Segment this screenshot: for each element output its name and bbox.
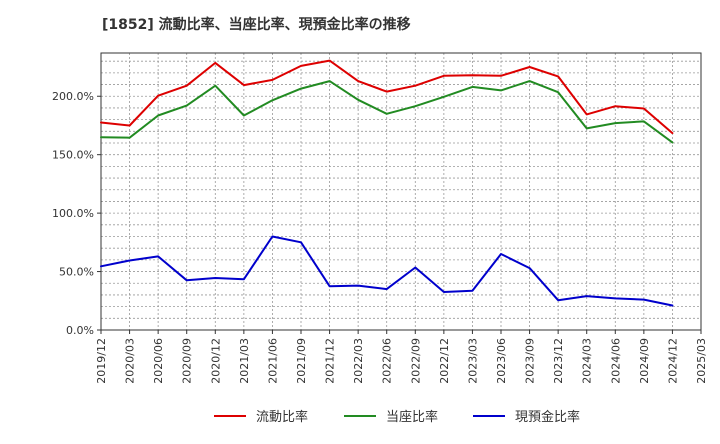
x-tick-label: 2020/09 — [181, 338, 194, 384]
x-tick-label: 2024/12 — [666, 338, 679, 384]
x-tick-label: 2023/06 — [495, 338, 508, 384]
y-tick-label: 50.0% — [59, 266, 94, 279]
x-tick-label: 2021/09 — [295, 338, 308, 384]
x-tick-label: 2020/12 — [209, 338, 222, 384]
y-tick-label: 100.0% — [52, 207, 94, 220]
x-tick-label: 2020/06 — [152, 338, 165, 384]
plot-frame — [100, 52, 702, 331]
y-tick-label: 150.0% — [52, 149, 94, 162]
y-tick-label: 200.0% — [52, 90, 94, 103]
series-line-1 — [100, 59, 674, 135]
chart-title: [1852] 流動比率、当座比率、現預金比率の推移 — [102, 17, 411, 33]
legend-label-3: 現預金比率 — [515, 409, 580, 425]
series-line-2 — [100, 80, 674, 144]
x-tick-label: 2021/12 — [324, 338, 337, 384]
plot-area — [101, 53, 701, 330]
x-tick-label: 2023/03 — [466, 338, 479, 384]
x-tick-label: 2022/09 — [409, 338, 422, 384]
x-tick-label: 2019/12 — [95, 338, 108, 384]
x-tick-label: 2022/03 — [352, 338, 365, 384]
x-tick-label: 2024/09 — [638, 338, 651, 384]
x-tick-label: 2020/03 — [124, 338, 137, 384]
x-tick-label: 2024/06 — [609, 338, 622, 384]
x-tick-label: 2024/03 — [581, 338, 594, 384]
legend-label-2: 当座比率 — [386, 409, 438, 425]
x-tick-label: 2021/03 — [238, 338, 251, 384]
x-tick-label: 2025/03 — [695, 338, 708, 384]
x-tick-label: 2021/06 — [266, 338, 279, 384]
x-tick-label: 2022/06 — [381, 338, 394, 384]
x-tick-label: 2023/12 — [552, 338, 565, 384]
legend-label-1: 流動比率 — [256, 409, 308, 425]
x-tick-label: 2022/12 — [438, 338, 451, 384]
series-line-3 — [100, 235, 674, 307]
y-tick-label: 0.0% — [66, 324, 94, 337]
x-tick-label: 2023/09 — [524, 338, 537, 384]
